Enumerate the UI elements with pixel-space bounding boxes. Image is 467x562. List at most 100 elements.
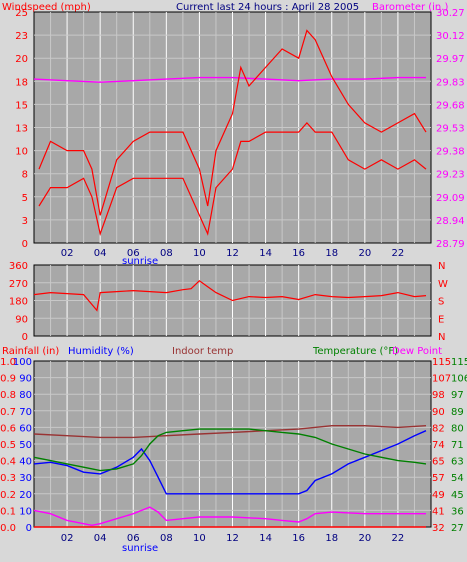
y-tick-label: N — [438, 261, 445, 272]
chart-title: Current last 24 hours : April 28 2005 — [176, 2, 359, 13]
y-tick-label: 45 — [451, 490, 464, 501]
y-tick-label: 54 — [451, 473, 464, 484]
y-tick-label: S — [438, 297, 444, 308]
y-tick-label: 25 — [15, 8, 28, 19]
y-tick-label: E — [438, 314, 444, 325]
x-tick-label: 10 — [193, 248, 206, 259]
series-line-wind — [38, 122, 427, 236]
series-line-barometer — [33, 76, 426, 83]
x-tick-label: 06 — [127, 248, 140, 259]
x-tick-label: 16 — [292, 248, 305, 259]
y-tick-label: 90 — [19, 374, 32, 385]
y-tick-label: 10 — [19, 506, 32, 517]
y-tick-label: 1.0 — [0, 357, 16, 368]
y-tick-label: N — [438, 332, 445, 343]
x-tick-label: 14 — [259, 533, 272, 544]
temp-x-ticks: 02 04 06 08 10 12 14 16 18 20 22 — [61, 533, 405, 544]
series-line-gust — [38, 29, 427, 216]
y-tick-label: 0.2 — [0, 490, 16, 501]
y-tick-label: 90 — [15, 314, 28, 325]
temperature-axis-label: Temperature (°F) — [312, 346, 398, 357]
y-tick-label: 0.0 — [0, 523, 16, 534]
direction-panel-series — [33, 280, 427, 312]
y-tick-label: 18 — [15, 77, 28, 88]
rainfall-axis-label: Rainfall (in) — [2, 346, 59, 357]
y-tick-label: 20 — [19, 490, 32, 501]
y-tick-label: 0 — [26, 523, 32, 534]
rainfall-y-ticks: 0.0 0.1 0.2 0.3 0.4 0.5 0.6 0.7 0.8 0.9 1.0 — [0, 357, 16, 534]
y-tick-label: 29.97 — [436, 54, 465, 65]
humidity-axis-label: Humidity (%) — [68, 346, 134, 357]
y-tick-label: 29.38 — [436, 147, 465, 158]
wind-y-ticks: 0 3 5 8 10 13 15 18 20 23 25 — [15, 8, 28, 250]
x-tick-label: 12 — [226, 533, 239, 544]
y-tick-label: 0.6 — [0, 423, 16, 434]
y-tick-label: 97 — [451, 390, 464, 401]
direction-y-ticks: 0 90 180 270 360 — [9, 261, 28, 343]
x-tick-label: 14 — [259, 248, 272, 259]
x-tick-label: 08 — [160, 533, 173, 544]
y-tick-label: 82 — [432, 423, 445, 434]
x-tick-label: 18 — [325, 248, 338, 259]
wind-panel-grid — [33, 11, 432, 244]
y-tick-label: 32 — [432, 523, 445, 534]
y-tick-label: 29.83 — [436, 77, 465, 88]
dew-point-axis-label: Dew Point — [392, 346, 442, 357]
series-line-direction — [33, 280, 427, 312]
y-tick-label: 5 — [22, 193, 28, 204]
series-line-dew_point — [33, 506, 426, 527]
x-tick-label: 10 — [193, 533, 206, 544]
humidity-y-ticks: 0 10 20 30 40 50 60 70 80 90 100 — [13, 357, 32, 534]
y-tick-label: 90 — [432, 407, 445, 418]
indoor-temp-axis-label: Indoor temp — [172, 346, 233, 357]
y-tick-label: 0 — [22, 239, 28, 250]
y-tick-label: 8 — [22, 170, 28, 181]
temperature-y-ticks: 27 36 45 54 63 71 80 89 97 106 115 — [451, 357, 467, 534]
x-tick-label: 20 — [358, 248, 371, 259]
y-tick-label: 28.94 — [436, 216, 465, 227]
x-tick-label: 22 — [392, 248, 405, 259]
y-tick-label: 71 — [451, 440, 464, 451]
y-tick-label: 27 — [451, 523, 464, 534]
y-tick-label: 360 — [9, 261, 28, 272]
y-tick-label: 30 — [19, 473, 32, 484]
y-tick-label: 29.09 — [436, 193, 465, 204]
y-tick-label: 40 — [19, 457, 32, 468]
x-tick-label: 06 — [127, 533, 140, 544]
y-tick-label: 15 — [15, 100, 28, 111]
y-tick-label: 0.8 — [0, 390, 16, 401]
x-tick-label: 08 — [160, 248, 173, 259]
y-tick-label: 0 — [22, 332, 28, 343]
y-tick-label: 0.5 — [0, 440, 16, 451]
x-tick-label: 16 — [292, 533, 305, 544]
wind-axis-label: Windspeed (mph) — [2, 2, 91, 13]
y-tick-label: 65 — [432, 457, 445, 468]
x-tick-label: 02 — [61, 248, 74, 259]
sunrise-label-top: sunrise — [122, 256, 158, 267]
y-tick-label: 57 — [432, 473, 445, 484]
y-tick-label: 63 — [451, 457, 464, 468]
barometer-y-ticks: 28.79 28.94 29.09 29.23 29.38 29.53 29.68 29.83… — [436, 8, 465, 250]
y-tick-label: 80 — [19, 390, 32, 401]
y-tick-label: 0.9 — [0, 374, 16, 385]
y-tick-label: 0.4 — [0, 457, 16, 468]
y-tick-label: 100 — [13, 357, 32, 368]
wind-x-ticks: 02 04 06 08 10 12 14 16 18 20 22 — [61, 248, 405, 259]
x-tick-label: 12 — [226, 248, 239, 259]
y-tick-label: 0.3 — [0, 473, 16, 484]
x-tick-label: 22 — [392, 533, 405, 544]
y-tick-label: 29.53 — [436, 124, 465, 135]
x-tick-label: 04 — [94, 533, 107, 544]
y-tick-label: 23 — [15, 31, 28, 42]
y-tick-label: 10 — [15, 147, 28, 158]
y-tick-label: 0.1 — [0, 506, 16, 517]
y-tick-label: 20 — [15, 54, 28, 65]
y-tick-label: 41 — [432, 506, 445, 517]
temp-panel-series — [33, 425, 427, 528]
y-tick-label: 3 — [22, 216, 28, 227]
y-tick-label: W — [438, 279, 448, 290]
y-tick-label: 49 — [432, 490, 445, 501]
